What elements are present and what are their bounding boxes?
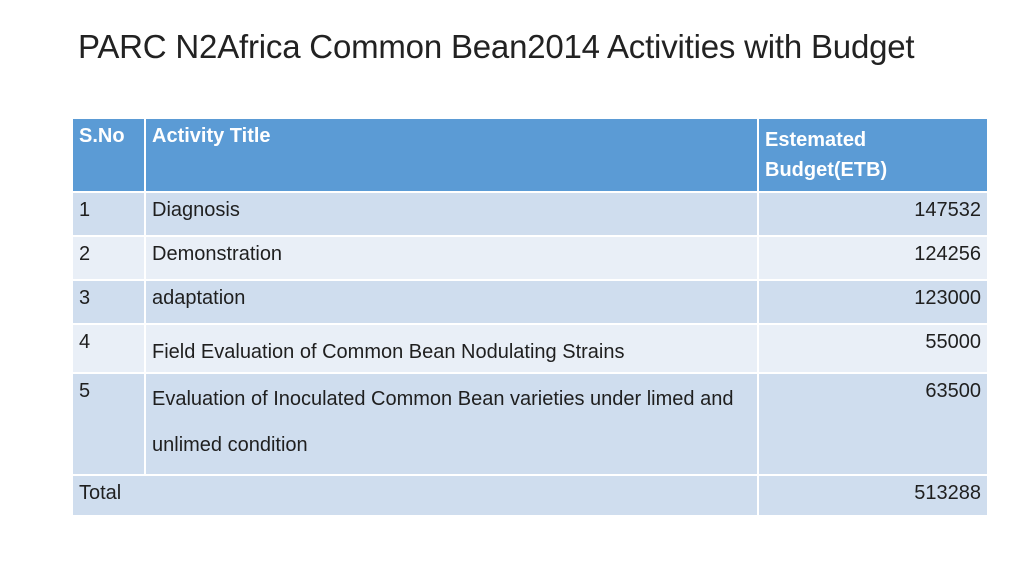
row-activity: Diagnosis bbox=[144, 191, 759, 237]
header-sno: S.No bbox=[71, 117, 146, 193]
table-row: 2 Demonstration 124256 bbox=[71, 235, 989, 281]
table-header-row: S.No Activity Title Estemated Budget(ETB… bbox=[71, 117, 989, 193]
row-activity: Evaluation of Inoculated Common Bean var… bbox=[152, 388, 734, 456]
row-activity: Field Evaluation of Common Bean Nodulati… bbox=[144, 323, 759, 374]
table-row: 4 Field Evaluation of Common Bean Nodula… bbox=[71, 323, 989, 374]
row-budget: 147532 bbox=[757, 191, 989, 237]
total-row: Total 513288 bbox=[71, 474, 989, 517]
header-activity-title: Activity Title bbox=[144, 117, 759, 193]
row-budget: 124256 bbox=[757, 235, 989, 281]
row-activity: Demonstration bbox=[144, 235, 759, 281]
header-estimated-budget: Estemated Budget(ETB) bbox=[757, 117, 989, 193]
table-row: 1 Diagnosis 147532 bbox=[71, 191, 989, 237]
row-sno: 5 bbox=[71, 372, 146, 476]
table-row: 5 Evaluation of Inoculated Common Bean v… bbox=[71, 372, 989, 476]
total-label: Total bbox=[71, 474, 759, 517]
row-activity: adaptation bbox=[144, 279, 759, 325]
row-sno: 4 bbox=[71, 323, 146, 374]
row-budget: 123000 bbox=[757, 279, 989, 325]
row-budget: 55000 bbox=[757, 323, 989, 374]
budget-table: S.No Activity Title Estemated Budget(ETB… bbox=[71, 117, 989, 517]
row-budget: 63500 bbox=[757, 372, 989, 476]
row-sno: 3 bbox=[71, 279, 146, 325]
row-activity-cell: Evaluation of Inoculated Common Bean var… bbox=[144, 372, 759, 476]
row-sno: 2 bbox=[71, 235, 146, 281]
page-title: PARC N2Africa Common Bean2014 Activities… bbox=[78, 28, 915, 65]
total-value: 513288 bbox=[757, 474, 989, 517]
table-row: 3 adaptation 123000 bbox=[71, 279, 989, 325]
row-sno: 1 bbox=[71, 191, 146, 237]
